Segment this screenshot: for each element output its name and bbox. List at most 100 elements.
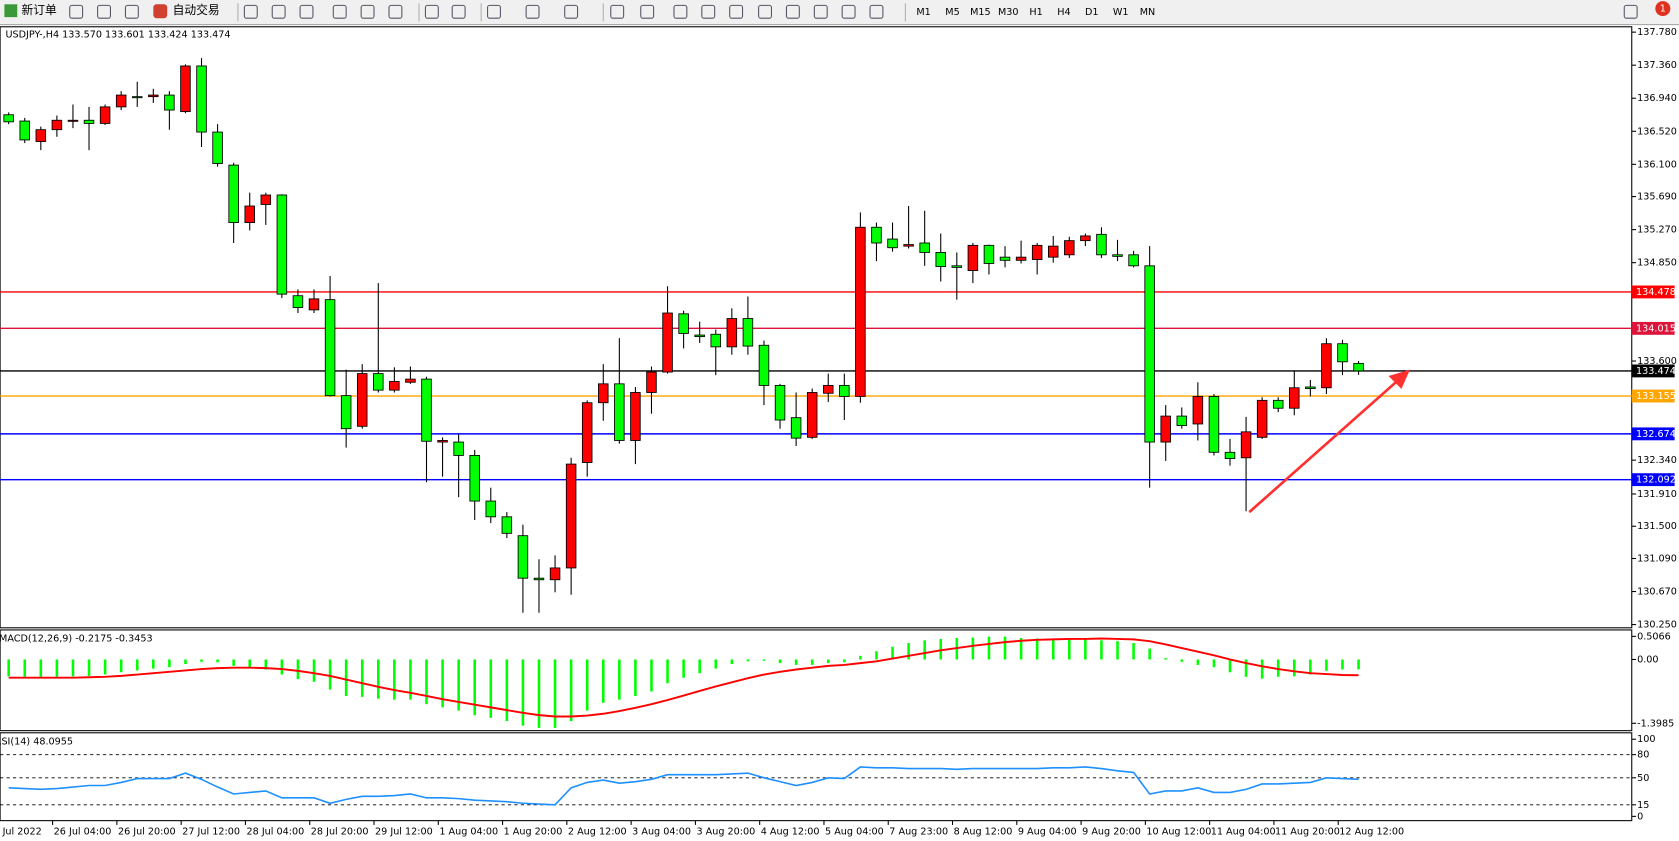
y-tick-label: 133.600 xyxy=(1637,356,1677,367)
candle-body xyxy=(806,392,818,438)
histogram-bar xyxy=(650,659,653,692)
tool-icon[interactable] xyxy=(97,4,111,19)
histogram-bar xyxy=(393,659,396,700)
indicator-line xyxy=(8,637,1359,718)
candle-body xyxy=(983,244,995,264)
timeframe-button[interactable]: W1 xyxy=(1113,7,1129,18)
tool-icon[interactable] xyxy=(487,4,501,19)
candle-body xyxy=(774,384,786,421)
tool-icon[interactable] xyxy=(1623,4,1638,19)
candle-body xyxy=(389,381,400,391)
new-order-button[interactable]: 新订单 xyxy=(22,3,58,17)
x-date-label: 25 Jul 2022 xyxy=(0,826,42,837)
candle-body xyxy=(1321,343,1332,389)
notification-badge[interactable] xyxy=(1655,1,1671,17)
candle-body xyxy=(356,373,368,427)
tool-icon[interactable] xyxy=(564,4,579,19)
histogram-bar xyxy=(843,659,846,663)
timeframe-button[interactable]: M5 xyxy=(945,7,959,18)
tool-icon[interactable] xyxy=(869,4,884,19)
x-tick-label: 4 Aug 12:00 xyxy=(761,826,820,837)
level-tag xyxy=(1631,427,1675,441)
histogram-bar xyxy=(377,659,380,699)
timeframe-button[interactable]: H1 xyxy=(1029,7,1042,18)
level-label: 133.155 xyxy=(1636,391,1676,402)
histogram-bar xyxy=(168,659,171,668)
tool-icon[interactable] xyxy=(451,4,466,19)
level-label: 132.674 xyxy=(1636,429,1676,440)
auto-trading-icon[interactable] xyxy=(153,4,168,19)
tool-icon[interactable] xyxy=(785,4,800,19)
histogram-bar xyxy=(682,659,685,678)
histogram-bar xyxy=(569,659,573,722)
y-tick-label: 15 xyxy=(1637,800,1649,811)
tool-icon[interactable] xyxy=(271,4,286,19)
histogram-bar xyxy=(87,659,91,676)
tool-icon[interactable] xyxy=(729,4,744,19)
histogram-bar xyxy=(457,659,460,711)
histogram-bar xyxy=(1164,658,1168,660)
timeframe-button[interactable]: M1 xyxy=(916,7,930,18)
tool-icon[interactable] xyxy=(299,4,314,19)
candle-body xyxy=(308,298,320,311)
tool-icon[interactable] xyxy=(673,4,688,19)
candle-body xyxy=(887,238,898,249)
candle-body xyxy=(790,417,802,439)
histogram-bar xyxy=(746,659,750,662)
y-tick-label: 0.5066 xyxy=(1637,631,1671,642)
tool-icon[interactable] xyxy=(388,4,403,19)
timeframe-button[interactable]: H4 xyxy=(1057,7,1070,18)
tool-icon[interactable] xyxy=(124,4,139,19)
histogram-bar xyxy=(1196,659,1200,665)
candle-body xyxy=(1064,240,1075,256)
main-panel xyxy=(0,26,1633,629)
candle-body xyxy=(742,318,754,347)
candle-body xyxy=(533,577,545,581)
x-tick-label: 9 Aug 20:00 xyxy=(1082,826,1141,837)
candle-body xyxy=(1224,451,1236,460)
y-tick-label: 136.520 xyxy=(1637,126,1677,137)
y-tick-label: 137.780 xyxy=(1637,27,1677,38)
candle-body xyxy=(839,384,850,397)
tool-icon[interactable] xyxy=(332,4,347,19)
new-order-icon[interactable] xyxy=(4,4,18,18)
tool-icon[interactable] xyxy=(243,4,258,19)
histogram-bar xyxy=(1244,659,1248,677)
timeframe-button[interactable]: M15 xyxy=(970,7,991,18)
tool-icon[interactable] xyxy=(841,4,856,19)
candle-body xyxy=(598,383,609,404)
timeframe-button[interactable]: MN xyxy=(1140,7,1156,18)
timeframe-button[interactable]: M30 xyxy=(998,7,1019,18)
tool-icon[interactable] xyxy=(424,4,439,19)
histogram-bar xyxy=(1180,659,1184,662)
histogram-bar xyxy=(264,659,268,670)
x-tick-label: 11 Aug 04:00 xyxy=(1211,826,1276,837)
candle-body xyxy=(1256,399,1268,438)
x-tick-label: 11 Aug 20:00 xyxy=(1275,826,1340,837)
histogram-bar xyxy=(505,659,509,722)
tool-icon[interactable] xyxy=(758,4,773,19)
histogram-bar xyxy=(826,659,830,664)
histogram-bar xyxy=(344,659,348,696)
y-tick-label: 130.250 xyxy=(1637,620,1677,631)
tool-icon[interactable] xyxy=(525,4,540,19)
tool-icon[interactable] xyxy=(640,4,655,19)
histogram-bar xyxy=(296,659,300,680)
candle-body xyxy=(1192,395,1204,425)
histogram-bar xyxy=(135,659,139,671)
auto-trading-button[interactable]: 自动交易 xyxy=(173,3,220,17)
tool-icon[interactable] xyxy=(360,4,375,19)
tool-icon[interactable] xyxy=(701,4,716,19)
candle-body xyxy=(581,402,593,463)
tool-icon[interactable] xyxy=(610,4,625,19)
tool-icon[interactable] xyxy=(813,4,828,19)
histogram-bar xyxy=(23,659,27,677)
histogram-bar xyxy=(666,659,669,684)
timeframe-button[interactable]: D1 xyxy=(1085,7,1099,18)
y-tick-label: 135.270 xyxy=(1637,225,1677,236)
y-tick-label: -1.3985 xyxy=(1637,718,1674,729)
candle-body xyxy=(1337,343,1348,363)
arrow-line xyxy=(1248,378,1401,514)
histogram-bar xyxy=(1116,641,1119,660)
tool-icon[interactable] xyxy=(69,4,84,19)
